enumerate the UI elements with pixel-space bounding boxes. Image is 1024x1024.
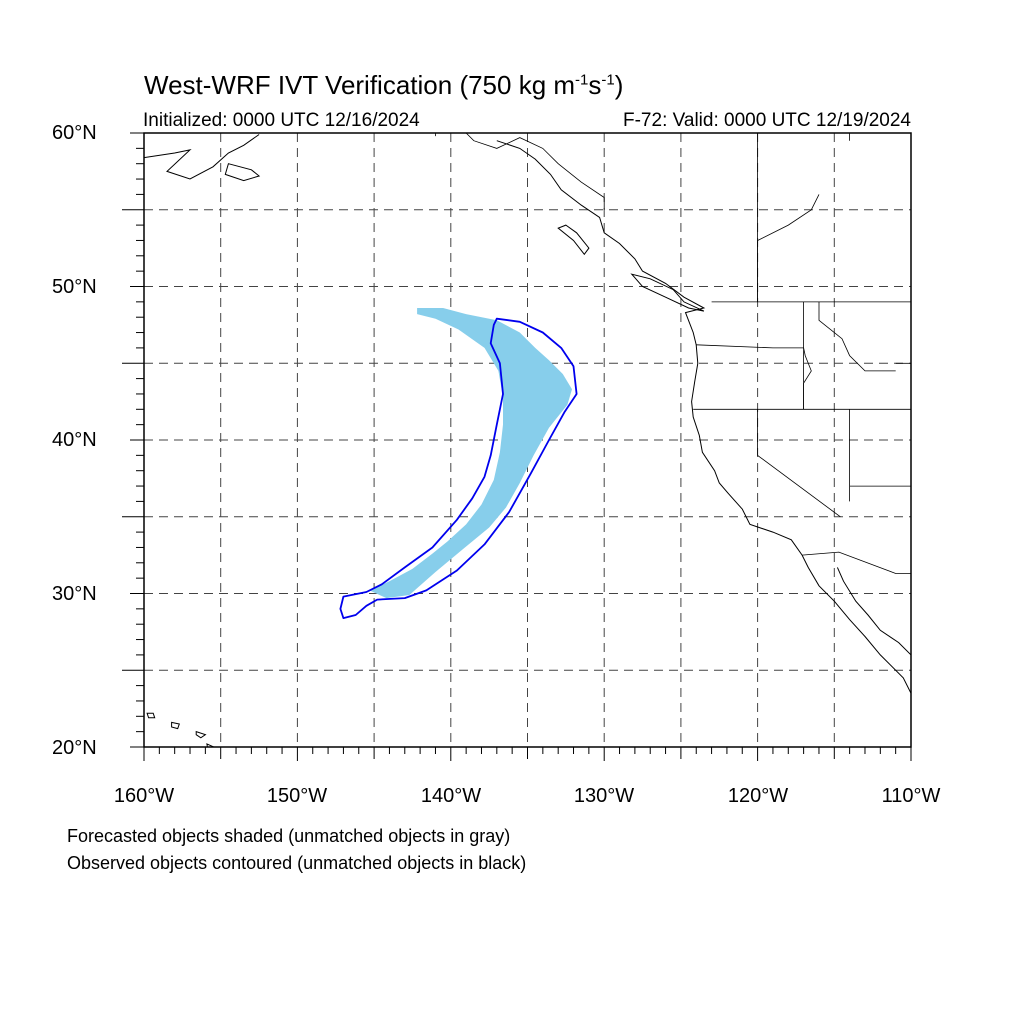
lon-label-130w: 130°W (573, 785, 635, 807)
geography (144, 133, 911, 747)
coastline (496, 140, 911, 694)
plot-frame (143, 132, 912, 748)
gridlines (144, 133, 911, 747)
coastline-alaska (144, 134, 260, 180)
note-observed: Observed objects contoured (unmatched ob… (67, 853, 527, 873)
hawaii-island (195, 730, 207, 739)
hawaii-island (146, 712, 156, 719)
political-boundary (818, 301, 896, 372)
haida-gwaii (557, 224, 590, 256)
lat-label-50n: 50°N (52, 276, 97, 298)
political-boundary (757, 194, 820, 302)
title-text: West-WRF IVT Verification (750 kg m (144, 70, 576, 100)
lon-label-110w: 110°W (881, 785, 941, 807)
political-boundary (757, 409, 841, 518)
lat-label-30n: 30°N (52, 583, 97, 605)
political-boundary (802, 551, 911, 574)
objects (339, 308, 578, 619)
forecast-object (369, 308, 572, 599)
lon-label-150w: 150°W (266, 785, 328, 807)
lat-label-20n: 20°N (52, 737, 97, 759)
lon-label-120w: 120°W (727, 785, 789, 807)
init-time: Initialized: 0000 UTC 12/16/2024 (143, 110, 420, 131)
ticks (122, 132, 912, 761)
lon-label-160w: 160°W (113, 785, 175, 807)
political-boundary (696, 344, 812, 410)
title-superscript-1: -1 (575, 71, 589, 89)
chart-title: West-WRF IVT Verification (750 kg m-1s-1… (144, 70, 623, 101)
note-forecast: Forecasted objects shaded (unmatched obj… (67, 826, 511, 846)
political-boundary (465, 133, 605, 210)
observed-object-contour (339, 317, 578, 619)
title-unit-s: s (588, 70, 602, 100)
lon-label-140w: 140°W (420, 785, 482, 807)
hawaii-island (206, 743, 216, 747)
kodiak-island (224, 163, 261, 182)
coastline-gulf (836, 567, 911, 656)
vancouver-island (630, 273, 705, 312)
hawaii-island (171, 721, 180, 730)
lat-label-60n: 60°N (52, 122, 97, 144)
title-superscript-2: -1 (601, 71, 615, 89)
title-close: ) (614, 70, 624, 100)
lat-label-40n: 40°N (52, 429, 97, 451)
valid-time: F-72: Valid: 0000 UTC 12/19/2024 (623, 110, 911, 131)
